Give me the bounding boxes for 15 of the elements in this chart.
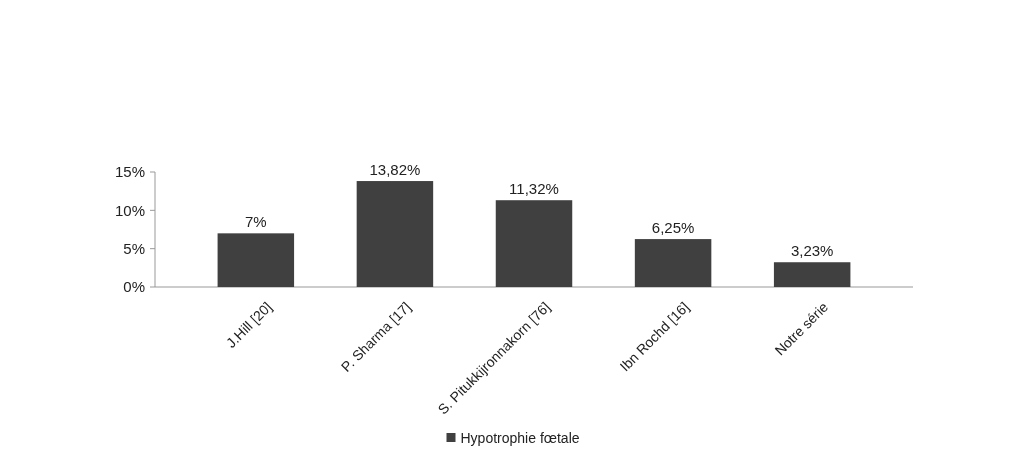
bar	[217, 233, 295, 287]
bar	[495, 200, 573, 287]
bar	[773, 262, 851, 287]
legend-label: Hypotrophie fœtale	[460, 429, 580, 446]
data-label: 6,25%	[651, 219, 695, 237]
data-label: 7%	[244, 213, 267, 231]
y-tick-label: 15%	[114, 163, 145, 181]
y-tick-label: 10%	[114, 201, 145, 219]
data-label: 13,82%	[369, 161, 421, 179]
data-label: 3,23%	[790, 242, 834, 260]
bar	[356, 181, 434, 287]
data-label: 11,32%	[509, 180, 559, 198]
y-tick-label: 0%	[123, 278, 145, 296]
y-tick-label: 5%	[123, 239, 145, 257]
bar	[634, 239, 712, 287]
